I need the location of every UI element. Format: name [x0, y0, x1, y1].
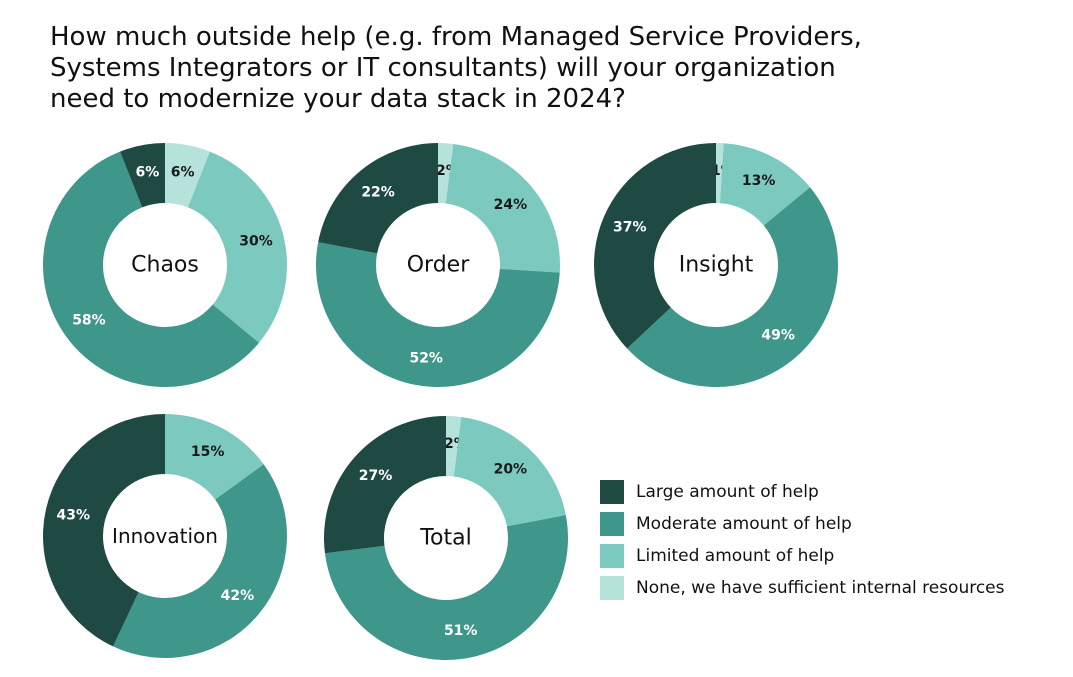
slice-innovation-limited — [165, 414, 264, 500]
value-label-order-moderate: 52% — [409, 350, 443, 366]
legend-item-moderate: Moderate amount of help — [600, 508, 1005, 540]
legend-label-moderate: Moderate amount of help — [636, 514, 852, 534]
value-label-innovation-limited: 15% — [191, 444, 225, 460]
legend-label-none: None, we have sufficient internal resour… — [636, 578, 1005, 598]
slice-order-none — [438, 143, 454, 204]
value-label-order-limited: 24% — [494, 197, 528, 213]
slice-total-limited — [453, 416, 566, 527]
slice-total-moderate — [324, 515, 568, 661]
donut-innovation: 0%15%42%43%Innovation — [43, 414, 287, 658]
donut-center-label-innovation: Innovation — [112, 524, 218, 548]
slice-total-none — [446, 416, 462, 477]
slice-insight-moderate — [627, 187, 838, 387]
title-line-2: Systems Integrators or IT consultants) w… — [50, 53, 836, 83]
value-label-total-large: 27% — [359, 468, 393, 484]
value-label-insight-limited: 13% — [742, 173, 776, 189]
legend: Large amount of help Moderate amount of … — [600, 476, 1005, 604]
donut-center-label-chaos: Chaos — [131, 253, 199, 278]
value-label-chaos-limited: 30% — [239, 234, 273, 250]
donut-insight: 1%13%49%37%Insight — [594, 143, 838, 387]
value-label-innovation-large: 43% — [57, 507, 91, 523]
donut-center-label-order: Order — [407, 253, 470, 278]
slice-total-large — [324, 416, 446, 554]
value-label-order-large: 22% — [361, 185, 395, 201]
slice-order-large — [318, 143, 438, 254]
slice-insight-large — [594, 143, 716, 349]
legend-label-limited: Limited amount of help — [636, 546, 835, 566]
value-label-insight-moderate: 49% — [761, 328, 795, 344]
slice-chaos-large — [120, 143, 165, 208]
slice-innovation-large — [43, 414, 166, 647]
title-line-3: need to modernize your data stack in 202… — [50, 84, 626, 114]
donut-chaos: 6% 30% 58% 6% Chaos — [42, 143, 287, 388]
donut-center-label-total: Total — [419, 526, 471, 551]
slice-innovation-moderate — [113, 464, 287, 658]
slice-order-limited — [445, 143, 560, 273]
value-label-total-moderate: 51% — [444, 623, 478, 639]
value-label-chaos-none: 6% — [171, 165, 195, 181]
slice-chaos-moderate — [42, 151, 260, 388]
chart-title: How much outside help (e.g. from Managed… — [50, 22, 910, 115]
slice-chaos-none — [165, 143, 210, 208]
value-label-total-limited: 20% — [494, 461, 528, 477]
value-label-insight-large: 37% — [613, 220, 647, 236]
legend-swatch-large — [600, 480, 624, 504]
value-label-chaos-moderate: 58% — [72, 312, 106, 328]
legend-label-large: Large amount of help — [636, 482, 819, 502]
slice-insight-limited — [719, 143, 811, 226]
slice-order-moderate — [316, 242, 560, 387]
title-line-1: How much outside help (e.g. from Managed… — [50, 22, 862, 52]
legend-swatch-none — [600, 576, 624, 600]
slice-insight-none — [716, 143, 724, 204]
slice-chaos-limited — [187, 151, 287, 343]
legend-item-large: Large amount of help — [600, 476, 1005, 508]
donut-total: 2%20%51%27%Total — [324, 416, 568, 661]
legend-item-limited: Limited amount of help — [600, 540, 1005, 572]
value-label-chaos-large: 6% — [135, 165, 159, 181]
legend-swatch-limited — [600, 544, 624, 568]
value-label-innovation-moderate: 42% — [221, 588, 255, 604]
donut-order: 2%24%52%22%Order — [316, 143, 560, 387]
donut-center-label-insight: Insight — [679, 253, 754, 278]
legend-item-none: None, we have sufficient internal resour… — [600, 572, 1005, 604]
legend-swatch-moderate — [600, 512, 624, 536]
